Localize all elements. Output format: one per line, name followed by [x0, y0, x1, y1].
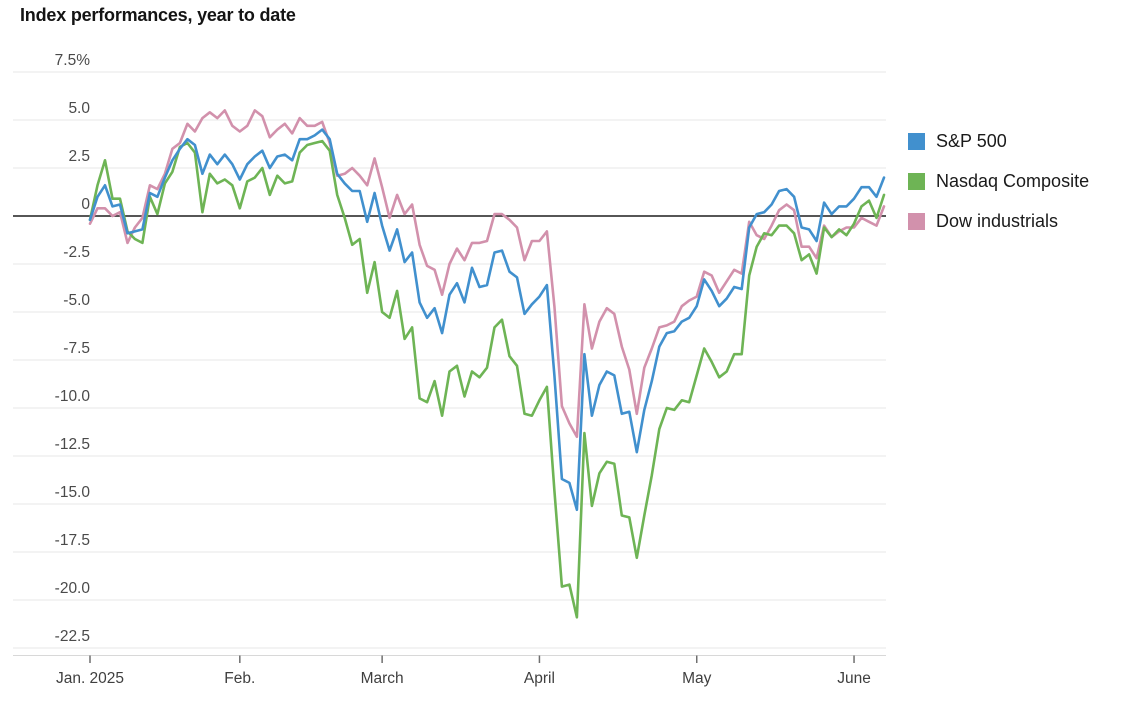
y-axis-label: 0 — [81, 196, 90, 213]
y-axis-label: -22.5 — [55, 628, 90, 645]
y-axis-label: -17.5 — [55, 532, 90, 549]
x-axis-label: Jan. 2025 — [56, 670, 124, 687]
y-axis-label: 2.5 — [68, 148, 90, 165]
legend-item-nasdaq-composite: Nasdaq Composite — [908, 168, 1089, 194]
x-axis-label: April — [524, 670, 555, 687]
x-axis-label: June — [837, 670, 871, 687]
legend-label: S&P 500 — [936, 130, 1007, 151]
legend-label: Nasdaq Composite — [936, 170, 1090, 191]
y-axis-label: -7.5 — [63, 340, 90, 357]
x-axis-label: May — [682, 670, 712, 687]
series-line-nasdaq-composite — [88, 139, 886, 619]
y-axis-label: -15.0 — [55, 484, 91, 501]
legend-item-sp500: S&P 500 — [908, 128, 1089, 154]
nasdaq-composite-swatch-icon — [908, 172, 925, 190]
dow-industrials-swatch-icon — [908, 212, 925, 230]
chart-title: Index performances, year to date — [20, 5, 296, 25]
y-axis-label: 5.0 — [68, 100, 90, 117]
y-axis-label: 7.5% — [55, 52, 91, 69]
y-axis-label: -2.5 — [63, 244, 90, 261]
series-line-dow-industrials — [88, 109, 886, 439]
legend-item-dow-industrials: Dow industrials — [908, 208, 1089, 234]
legend-label: Dow industrials — [936, 210, 1059, 231]
y-axis-label: -5.0 — [63, 292, 90, 309]
sp500-swatch-icon — [908, 132, 925, 150]
series-line-s-p-500 — [88, 128, 886, 512]
x-axis-label: March — [361, 670, 404, 687]
x-axis-label: Feb. — [224, 670, 255, 687]
y-axis-label: -12.5 — [55, 436, 90, 453]
legend: S&P 500 Nasdaq Composite Dow industrials — [908, 128, 1089, 234]
y-axis-label: -20.0 — [55, 580, 91, 597]
y-axis-label: -10.0 — [55, 388, 91, 405]
